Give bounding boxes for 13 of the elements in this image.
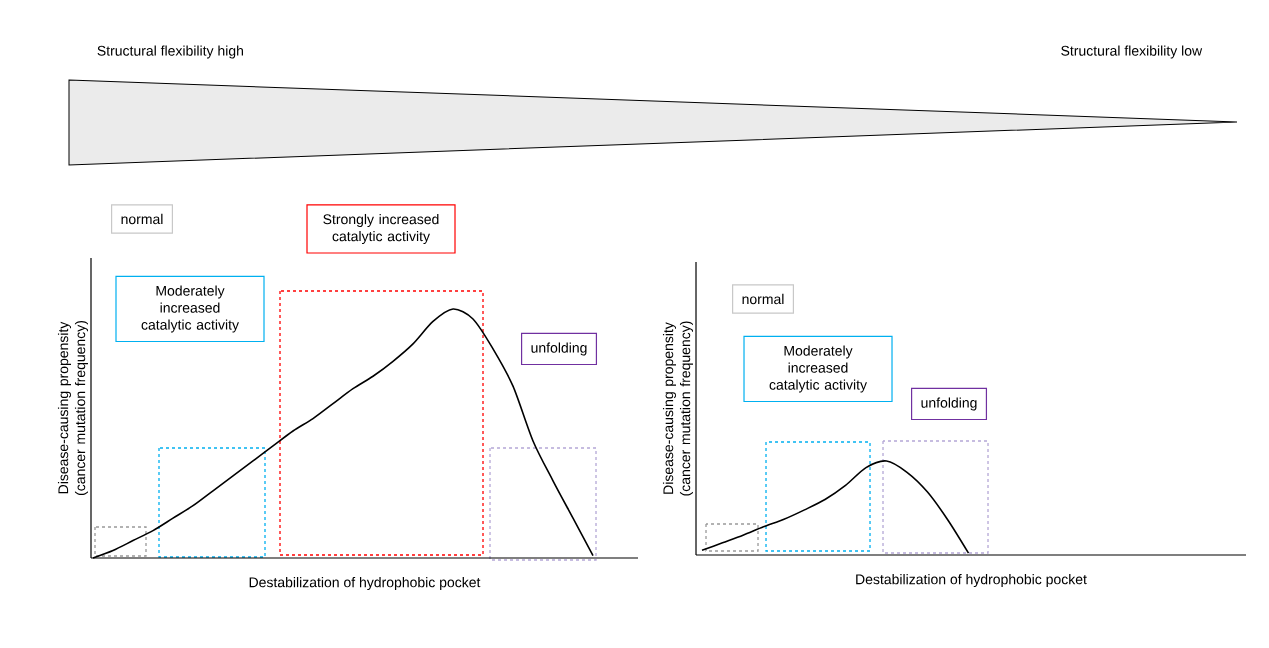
y-axis-title: Disease-causing propensity (cancer mutation frequency) bbox=[57, 320, 88, 496]
y-axis-title: Disease-causing propensity (cancer mutation frequency) bbox=[662, 321, 693, 496]
text: Structural flexibility low bbox=[1061, 45, 1203, 59]
text: normal bbox=[742, 293, 784, 305]
text: Structural flexibility high bbox=[97, 45, 243, 59]
x-axis-title: Destabilization of hydrophobic pocket bbox=[856, 574, 1087, 588]
annotation: unfolding bbox=[531, 342, 587, 356]
text: unfolding bbox=[921, 397, 977, 411]
text: normal bbox=[121, 213, 163, 225]
text: Strongly increased catalytic activity bbox=[323, 213, 439, 245]
annotation: Moderately increased catalytic activity bbox=[141, 285, 239, 333]
x-axis-title: Destabilization of hydrophobic pocket bbox=[249, 577, 481, 591]
text: Moderately increased catalytic activity bbox=[769, 345, 867, 393]
